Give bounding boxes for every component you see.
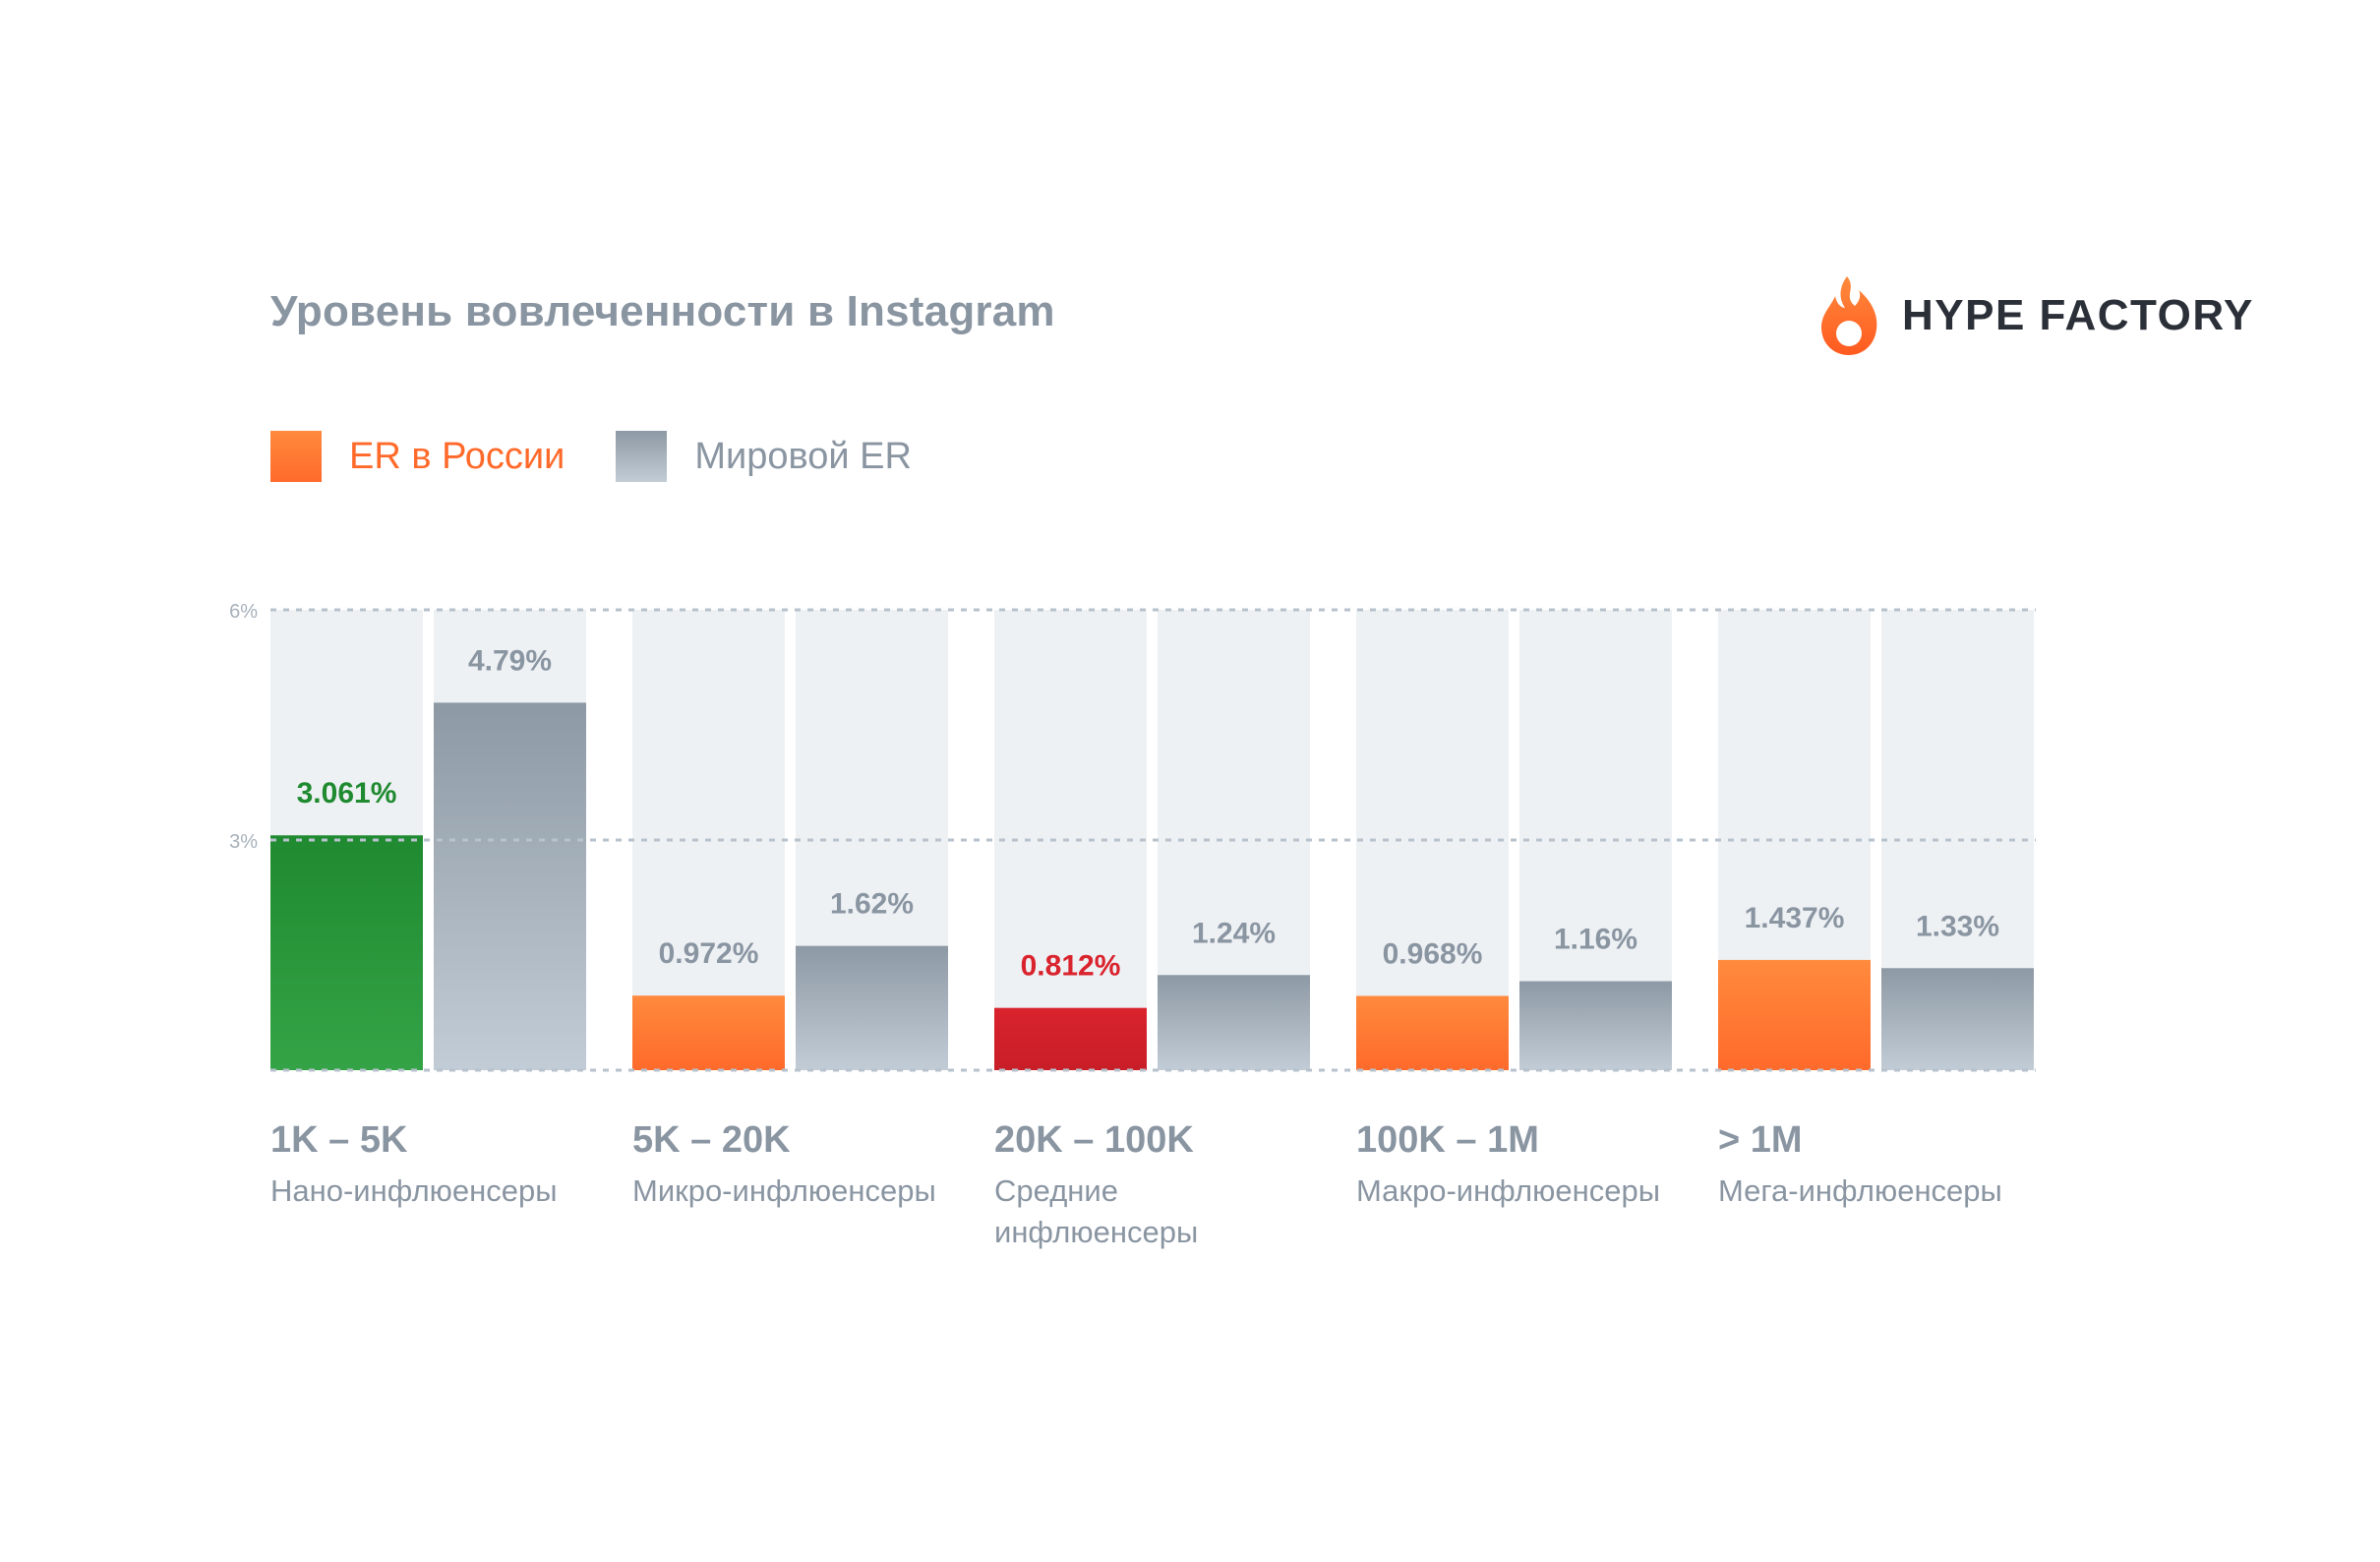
brand-name: HYPE FACTORY [1902,291,2254,339]
category-name: Средние инфлюенсеры [994,1173,1199,1249]
bar-value-label: 1.62% [830,888,914,921]
legend-label-world: Мировой ER [694,435,912,477]
category-name: Макро-инфлюенсеры [1356,1173,1661,1208]
chart-title: Уровень вовлеченности в Instagram [270,287,1055,335]
category-name: Микро-инфлюенсеры [632,1173,936,1208]
bar-world [1881,968,2034,1070]
bar-russia [1718,959,1871,1070]
bar-world [434,702,586,1070]
category-name: Нано-инфлюенсеры [270,1173,558,1208]
category-range: 100K – 1M [1356,1119,1539,1161]
legend-label-russia: ER в России [349,435,565,477]
bar-world [1519,981,1672,1070]
legend-swatch-world [616,431,668,482]
bar-value-label: 4.79% [468,644,552,677]
legend-item-russia: ER в России [270,431,565,482]
y-tick-label: 6% [229,601,258,623]
category-range: 20K – 100K [994,1119,1194,1161]
bar-world [796,945,948,1070]
bar-russia [1356,995,1509,1070]
bar-value-label: 1.437% [1745,902,1845,934]
bar-track [1356,610,1509,1070]
legend: ER в России Мировой ER [270,431,963,482]
bar-value-label: 0.812% [1021,950,1121,983]
bar-russia [994,1007,1147,1070]
flame-icon [1821,276,1877,355]
bar-value-label: 1.33% [1916,910,1999,942]
category-range: 1K – 5K [270,1119,408,1161]
bar-value-label: 3.061% [297,777,397,810]
bar-value-label: 0.972% [659,937,759,970]
brand-logo: HYPE FACTORY [1817,271,2254,360]
category-range: 5K – 20K [632,1119,791,1161]
bar-russia [270,835,423,1070]
bar-value-label: 0.968% [1383,937,1483,970]
bar-world [1158,975,1310,1070]
bar-track [994,610,1147,1070]
y-tick-label: 3% [229,831,258,853]
bar-russia [632,995,785,1070]
bar-value-label: 1.16% [1554,924,1637,956]
category-name: Мега-инфлюенсеры [1718,1173,2002,1208]
category-range: > 1M [1718,1119,1803,1161]
bar-value-label: 1.24% [1192,917,1276,949]
legend-swatch-russia [270,431,322,482]
legend-item-world: Мировой ER [616,431,912,482]
